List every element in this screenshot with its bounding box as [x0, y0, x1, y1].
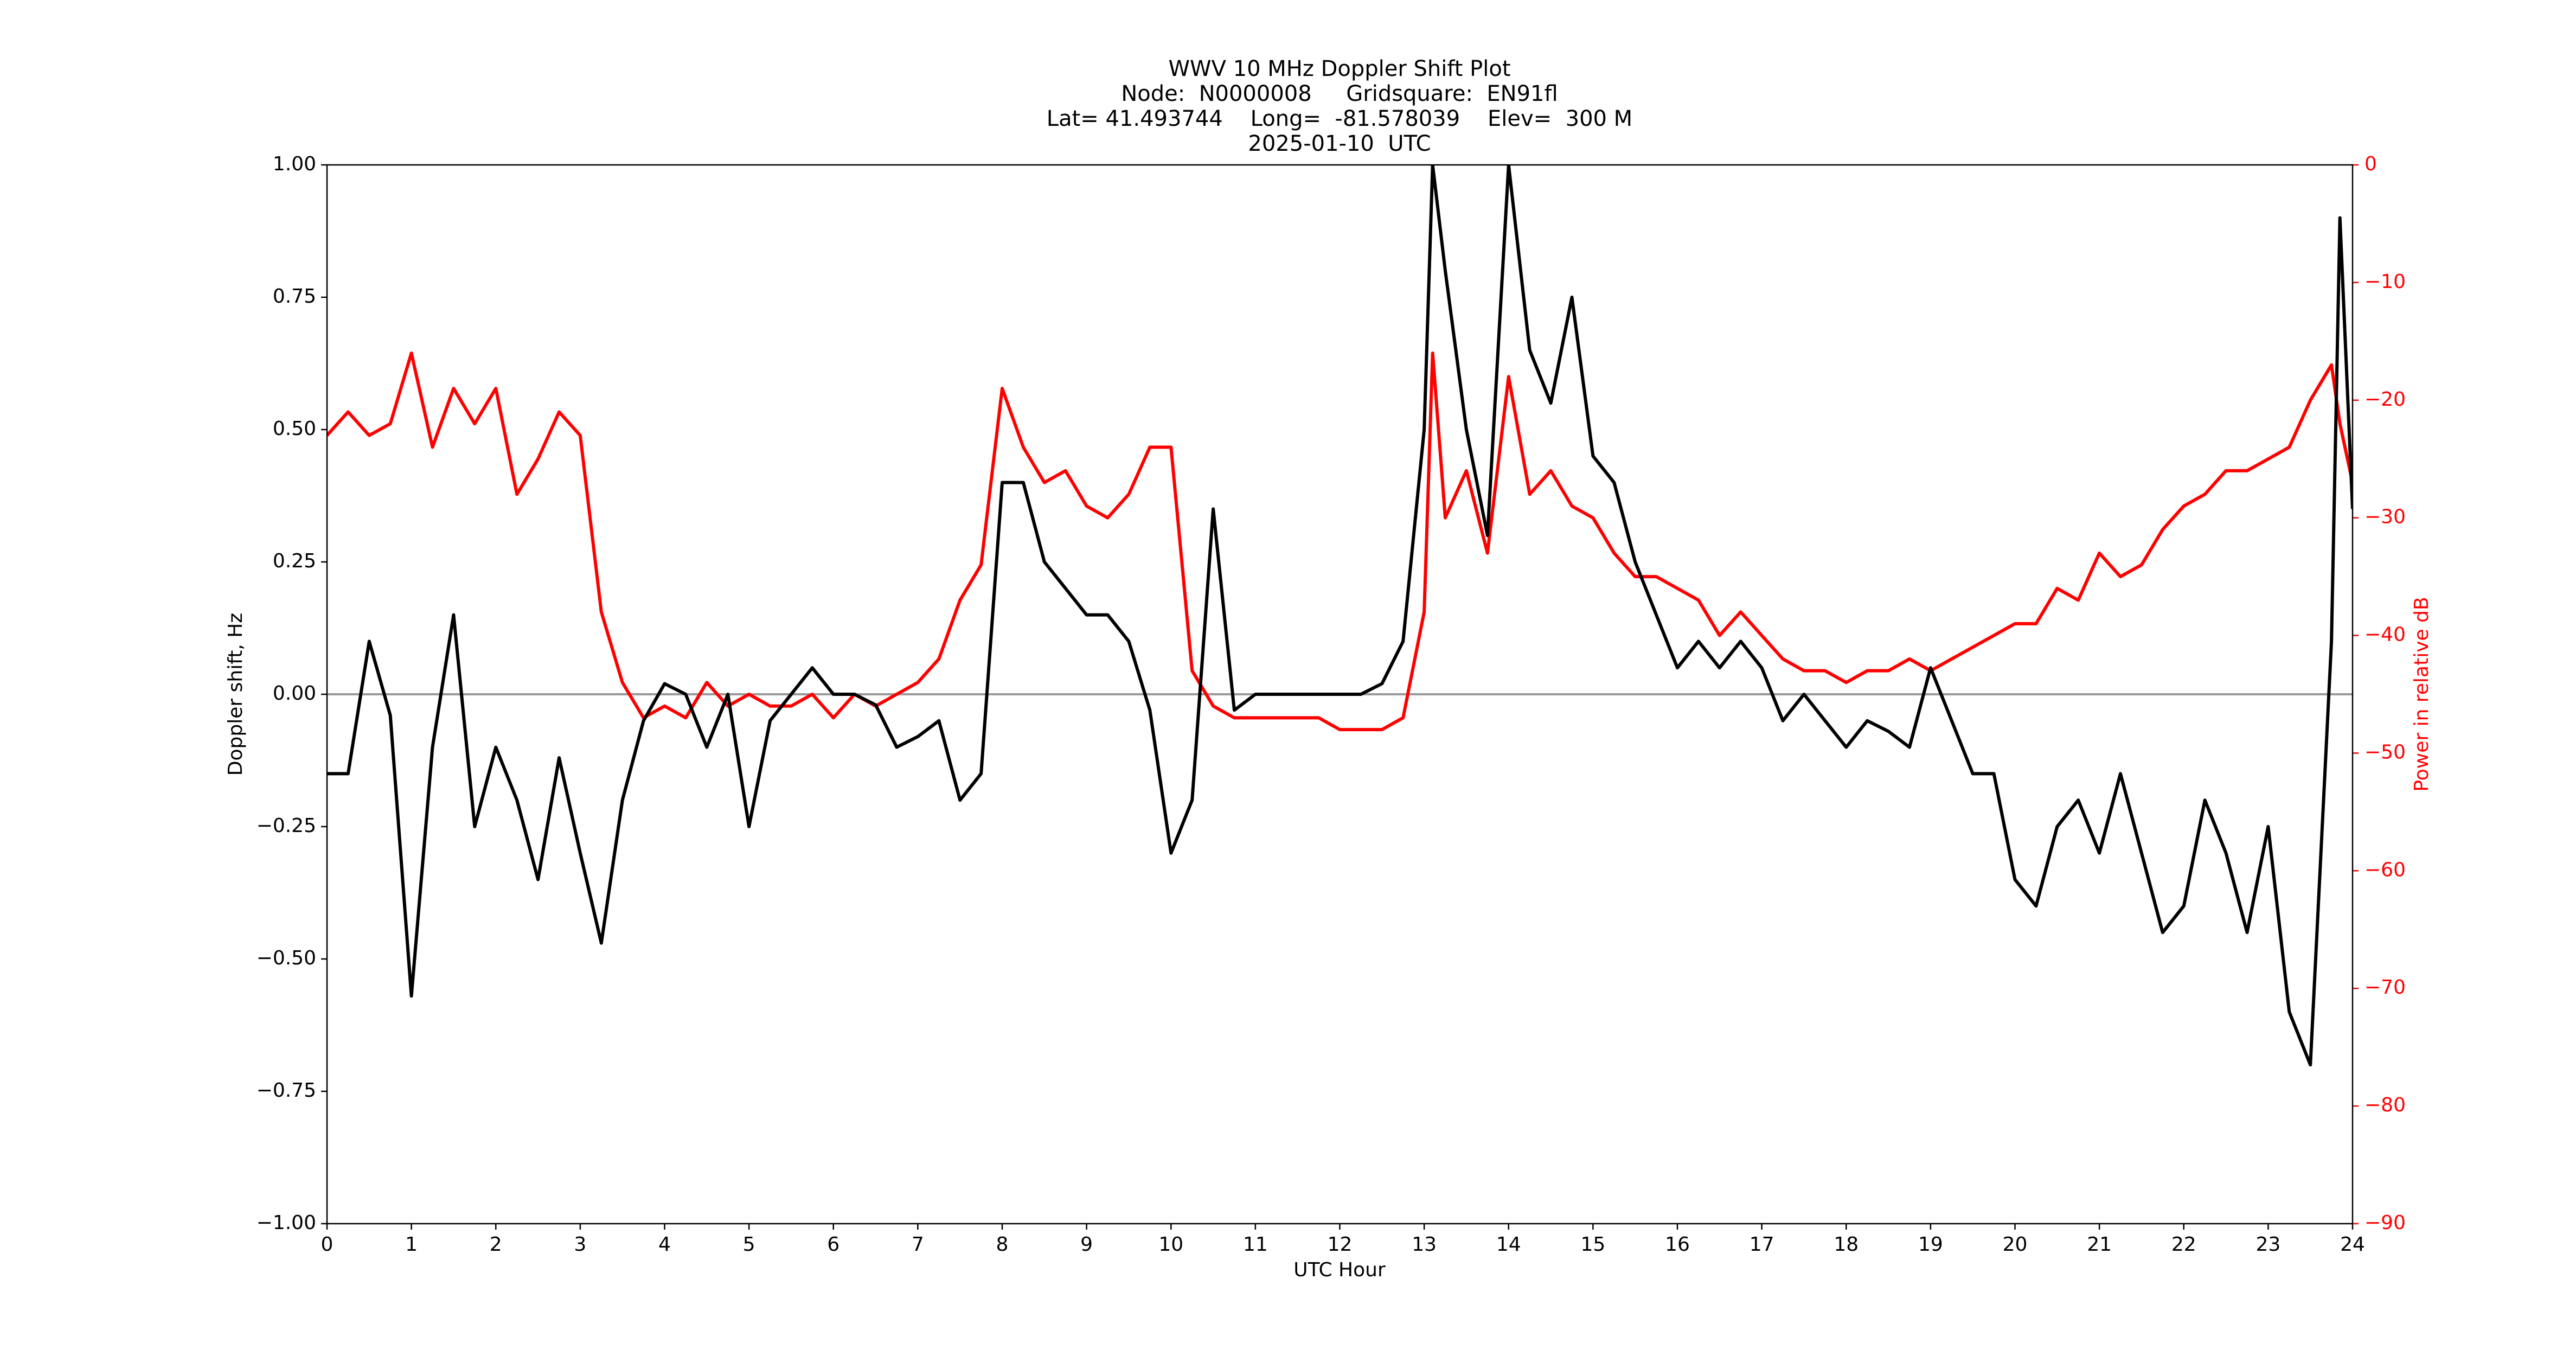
x-tick-label: 2 — [490, 1233, 502, 1256]
y2-axis-label: Power in relative dB — [2411, 597, 2433, 791]
chart-title: WWV 10 MHz Doppler Shift Plot — [1168, 56, 1510, 81]
y2-tick-label: −50 — [2364, 741, 2406, 763]
y-tick-label: 0.50 — [273, 418, 316, 440]
x-tick-label: 10 — [1158, 1233, 1183, 1256]
x-tick-label: 23 — [2255, 1233, 2280, 1256]
y-tick-label: −1.00 — [257, 1212, 316, 1234]
x-tick-label: 16 — [1665, 1233, 1690, 1256]
y2-tick-label: −90 — [2364, 1212, 2406, 1234]
y2-tick-label: −30 — [2364, 506, 2406, 528]
y2-tick-label: −70 — [2364, 976, 2406, 999]
data-line — [327, 165, 2353, 1067]
x-tick-label: 6 — [827, 1233, 840, 1256]
y-axis-label: Doppler shift, Hz — [225, 613, 247, 776]
x-tick-label: 5 — [743, 1233, 755, 1256]
x-tick-label: 1 — [405, 1233, 418, 1256]
chart-subtitle: Node: N0000008 Gridsquare: EN91fl — [1121, 81, 1558, 106]
x-tick-label: 4 — [658, 1233, 671, 1256]
x-tick-label: 20 — [2003, 1233, 2028, 1256]
y2-tick-label: −20 — [2364, 388, 2406, 411]
y-tick-label: 0.25 — [273, 550, 316, 572]
y-tick-label: 0.00 — [273, 682, 316, 705]
data-line — [327, 351, 2353, 732]
y2-tick-label: 0 — [2364, 153, 2377, 175]
y-tick-label: −0.50 — [257, 947, 316, 969]
x-tick-label: 3 — [574, 1233, 586, 1256]
y-tick-label: −0.75 — [257, 1079, 316, 1102]
x-tick-label: 19 — [1918, 1233, 1943, 1256]
x-tick-label: 15 — [1580, 1233, 1605, 1256]
x-tick-label: 24 — [2340, 1233, 2365, 1256]
x-tick-label: 17 — [1750, 1233, 1774, 1256]
x-axis-label: UTC Hour — [1293, 1259, 1386, 1281]
plot-frame — [326, 164, 2354, 1225]
x-tick-label: 8 — [996, 1233, 1009, 1256]
x-tick-label: 13 — [1412, 1233, 1437, 1256]
x-tick-label: 18 — [1834, 1233, 1859, 1256]
x-tick-label: 22 — [2171, 1233, 2196, 1256]
x-tick-label: 9 — [1080, 1233, 1093, 1256]
x-tick-label: 7 — [912, 1233, 924, 1256]
x-tick-label: 11 — [1243, 1233, 1268, 1256]
x-tick-label: 14 — [1496, 1233, 1521, 1256]
x-tick-label: 0 — [321, 1233, 334, 1256]
chart-subtitle: Lat= 41.493744 Long= -81.578039 Elev= 30… — [1047, 106, 1632, 131]
y2-tick-label: −40 — [2364, 624, 2406, 646]
x-tick-label: 12 — [1328, 1233, 1353, 1256]
y2-tick-label: −10 — [2364, 271, 2406, 293]
y2-tick-label: −60 — [2364, 859, 2406, 881]
y-tick-label: 0.75 — [273, 285, 316, 308]
y-tick-label: −0.25 — [257, 815, 316, 837]
y-tick-label: 1.00 — [273, 153, 316, 175]
chart-subtitle: 2025-01-10 UTC — [1248, 131, 1431, 156]
y2-tick-label: −80 — [2364, 1094, 2406, 1116]
x-tick-label: 21 — [2087, 1233, 2112, 1256]
